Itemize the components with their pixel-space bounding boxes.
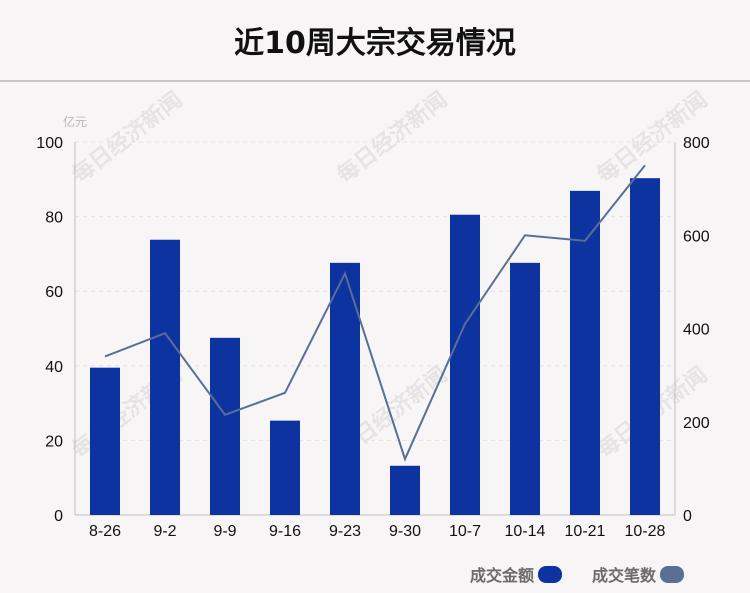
bar	[390, 465, 420, 515]
x-tick-label: 10-14	[505, 523, 546, 540]
x-tick-label: 9-2	[153, 523, 176, 540]
y-left-tick-label: 100	[36, 135, 63, 152]
chart-title: 近10周大宗交易情况	[234, 26, 516, 61]
bar	[210, 337, 240, 515]
y-right-tick-label: 600	[683, 228, 710, 245]
legend: 成交金额 成交笔数	[470, 562, 684, 586]
y-right-tick-label: 200	[683, 415, 710, 432]
x-tick-label: 9-9	[213, 523, 236, 540]
x-tick-label: 9-23	[329, 523, 361, 540]
bar	[630, 178, 660, 515]
x-tick-label: 10-7	[449, 523, 481, 540]
y-left-tick-label: 0	[54, 508, 63, 525]
y-left-tick-label: 80	[45, 210, 63, 227]
legend-swatch-amount	[537, 565, 562, 583]
bar	[510, 262, 540, 515]
bar	[570, 190, 600, 515]
series-line-count	[104, 164, 646, 462]
y-left-tick-label: 20	[45, 433, 63, 450]
legend-item-amount: 成交金额	[470, 562, 562, 586]
y-right-tick-label: 400	[683, 322, 710, 339]
bar	[90, 367, 120, 515]
legend-swatch-count	[660, 565, 684, 583]
legend-item-count: 成交笔数	[592, 562, 684, 586]
bar	[150, 239, 180, 515]
x-tick-label: 10-28	[625, 523, 666, 540]
y-left-tick-label: 40	[45, 359, 63, 376]
y-right-tick-label: 0	[683, 508, 692, 525]
y-right-tick-label: 800	[683, 135, 710, 152]
bar	[330, 262, 360, 515]
x-tick-label: 10-21	[565, 523, 606, 540]
bar	[450, 214, 480, 516]
legend-label-count: 成交笔数	[591, 566, 656, 585]
title-divider	[0, 80, 750, 82]
x-tick-label: 8-26	[89, 523, 121, 540]
x-tick-label: 9-16	[269, 523, 301, 540]
y-left-unit-label: 亿元	[63, 114, 87, 129]
x-tick-label: 9-30	[389, 523, 421, 540]
y-left-tick-label: 60	[45, 284, 63, 301]
bar	[270, 420, 300, 515]
legend-label-amount: 成交金额	[469, 566, 534, 585]
